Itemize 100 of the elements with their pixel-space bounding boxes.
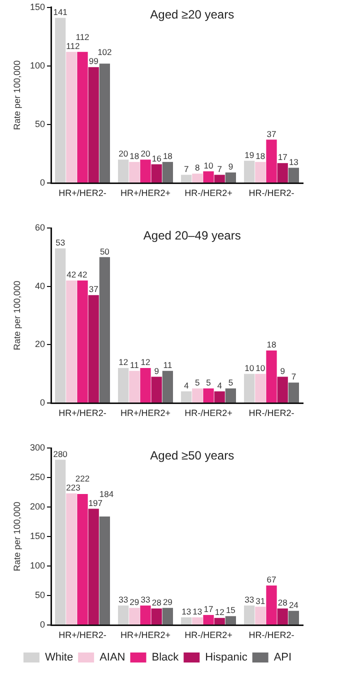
bar bbox=[99, 516, 110, 624]
data-label: 13 bbox=[288, 156, 299, 167]
chart-title: Aged ≥20 years bbox=[150, 8, 234, 22]
data-label: 99 bbox=[88, 56, 99, 66]
y-tick-label: 60 bbox=[34, 222, 45, 232]
data-label: 42 bbox=[78, 270, 88, 280]
bar bbox=[118, 606, 129, 624]
data-label: 9 bbox=[228, 162, 234, 172]
y-axis-title: Rate per 100,000 bbox=[12, 60, 22, 130]
data-label: 13 bbox=[182, 606, 192, 616]
bar bbox=[162, 162, 173, 182]
x-tick-label: HR-/HER2- bbox=[248, 630, 294, 640]
data-label: 5 bbox=[195, 378, 200, 388]
data-label: 28 bbox=[152, 598, 162, 608]
bar bbox=[225, 172, 236, 182]
x-tick-label: HR+/HER2- bbox=[58, 188, 106, 198]
data-label: 5 bbox=[228, 378, 234, 388]
bar bbox=[244, 160, 255, 182]
bar bbox=[192, 388, 203, 402]
bar bbox=[151, 608, 162, 624]
bar bbox=[266, 585, 277, 624]
bar bbox=[99, 257, 110, 402]
data-label: 4 bbox=[217, 380, 222, 390]
legend-label: Hispanic bbox=[205, 652, 248, 664]
data-label: 7 bbox=[217, 164, 222, 174]
data-label: 141 bbox=[53, 7, 68, 18]
y-axis-title: Rate per 100,000 bbox=[12, 280, 22, 350]
data-label: 11 bbox=[130, 360, 140, 370]
legend-label: API bbox=[274, 652, 292, 664]
data-label: 28 bbox=[278, 598, 288, 608]
x-tick-label: HR+/HER2+ bbox=[120, 408, 171, 418]
y-tick-label: 0 bbox=[40, 177, 45, 188]
x-tick-label: HR+/HER2+ bbox=[120, 630, 171, 640]
y-tick-label: 150 bbox=[30, 2, 45, 12]
data-label: 184 bbox=[99, 488, 114, 499]
x-tick-label: HR+/HER2- bbox=[58, 630, 106, 640]
legend-label: White bbox=[44, 652, 74, 664]
bar bbox=[244, 606, 255, 624]
y-tick-label: 100 bbox=[30, 60, 45, 70]
x-tick-label: HR-/HER2+ bbox=[184, 188, 232, 198]
bar bbox=[88, 67, 99, 182]
x-tick-label: HR-/HER2- bbox=[248, 408, 294, 418]
bar bbox=[140, 368, 151, 402]
data-label: 8 bbox=[195, 162, 200, 173]
bar bbox=[181, 174, 192, 182]
bar bbox=[66, 493, 77, 624]
bar bbox=[55, 248, 66, 402]
y-tick-label: 100 bbox=[30, 560, 45, 570]
x-tick-label: HR-/HER2+ bbox=[184, 408, 232, 418]
data-label: 20 bbox=[140, 148, 150, 159]
bar bbox=[151, 376, 162, 402]
y-tick-label: 150 bbox=[30, 530, 45, 541]
data-label: 33 bbox=[118, 594, 128, 605]
bar bbox=[255, 162, 266, 182]
bar bbox=[288, 382, 299, 402]
bar bbox=[255, 606, 266, 624]
bar bbox=[162, 608, 173, 624]
chart-title: Aged ≥50 years bbox=[150, 448, 234, 462]
bar bbox=[277, 376, 288, 402]
bar bbox=[99, 64, 110, 182]
data-label: 222 bbox=[75, 474, 90, 484]
bar bbox=[181, 391, 192, 402]
data-label: 197 bbox=[88, 498, 103, 508]
data-label: 20 bbox=[118, 148, 128, 159]
bar bbox=[66, 280, 77, 402]
data-label: 42 bbox=[66, 270, 76, 280]
y-tick-label: 250 bbox=[30, 472, 45, 482]
y-tick-label: 50 bbox=[34, 590, 45, 600]
bar bbox=[192, 174, 203, 182]
bar bbox=[225, 616, 236, 624]
bar bbox=[203, 614, 214, 624]
data-label: 5 bbox=[206, 378, 212, 388]
data-label: 50 bbox=[100, 246, 110, 256]
data-label: 17 bbox=[278, 152, 288, 162]
bar bbox=[266, 350, 277, 402]
bar bbox=[214, 174, 225, 182]
data-label: 10 bbox=[244, 362, 254, 373]
data-label: 11 bbox=[163, 360, 172, 370]
data-label: 15 bbox=[226, 605, 236, 616]
data-label: 18 bbox=[266, 340, 276, 350]
data-label: 10 bbox=[256, 362, 266, 373]
data-label: 29 bbox=[130, 596, 140, 607]
data-label: 280 bbox=[53, 448, 68, 459]
data-label: 37 bbox=[88, 284, 99, 294]
bar bbox=[66, 52, 77, 182]
bar bbox=[140, 160, 151, 182]
bar bbox=[192, 617, 203, 624]
bar bbox=[203, 388, 214, 402]
data-label: 10 bbox=[204, 160, 214, 170]
bar bbox=[266, 140, 277, 182]
bar bbox=[77, 52, 88, 182]
bar bbox=[214, 391, 225, 402]
data-label: 17 bbox=[204, 604, 214, 614]
data-label: 67 bbox=[266, 574, 276, 585]
bar bbox=[118, 160, 129, 182]
legend-label: AIAN bbox=[100, 652, 126, 664]
data-label: 112 bbox=[76, 32, 90, 42]
bar bbox=[203, 171, 214, 182]
bar bbox=[118, 368, 129, 402]
bar bbox=[88, 508, 99, 624]
